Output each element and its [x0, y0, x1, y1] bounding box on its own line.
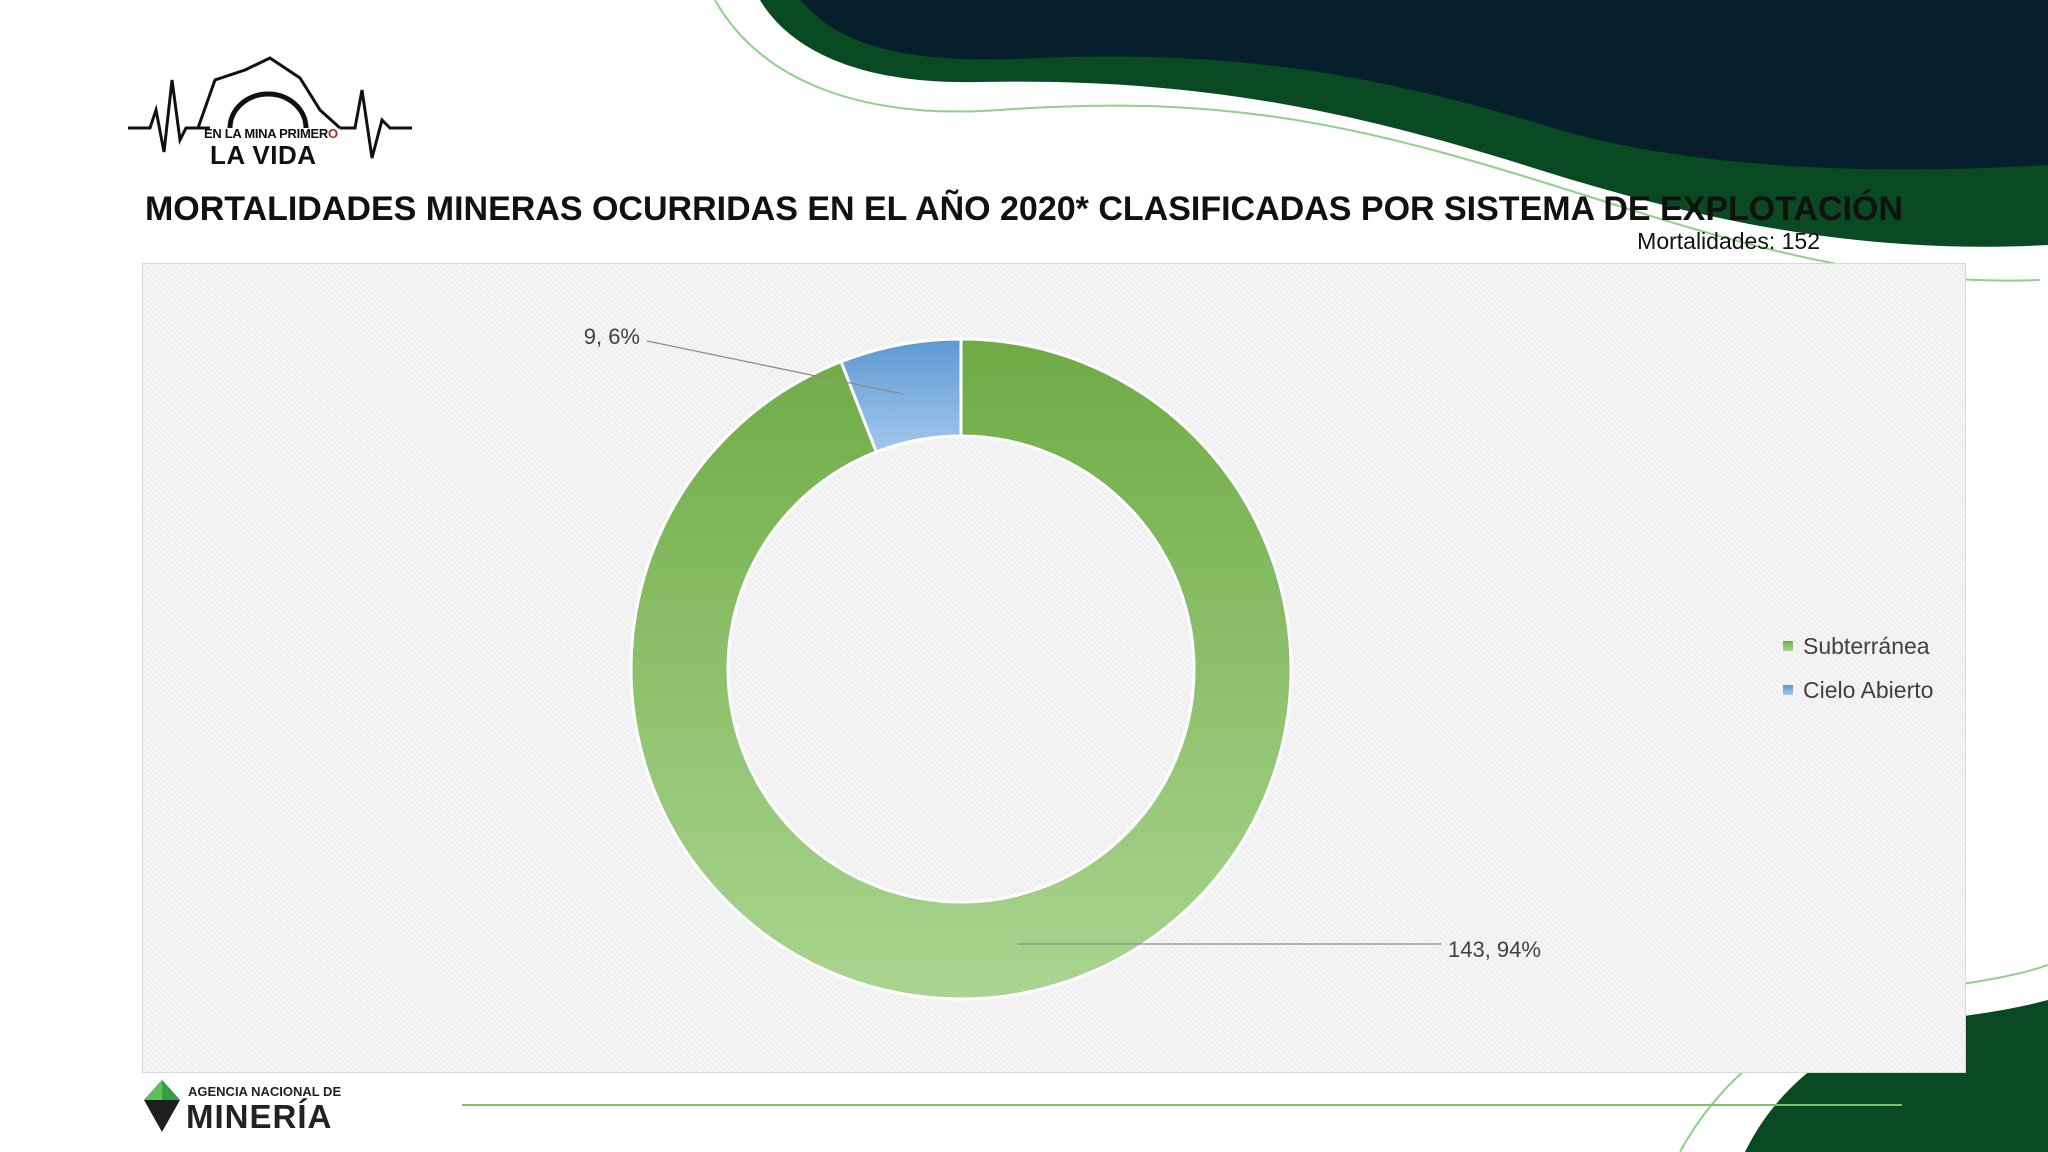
- navy-wave: [800, 0, 2048, 170]
- mine-heartbeat-icon: [128, 56, 412, 159]
- logo-top-name: LA VIDA: [210, 140, 317, 170]
- legend-swatch-subterranea: [1783, 641, 1793, 651]
- en-la-mina-logo: EN LA MINA PRIMERO LA VIDA: [120, 40, 420, 180]
- agencia-nacional-mineria-logo: AGENCIA NACIONAL DE MINERÍA: [142, 1078, 382, 1138]
- diamond-logo-icon: [144, 1080, 180, 1132]
- logo-bottom-line1: AGENCIA NACIONAL DE: [188, 1084, 342, 1099]
- legend-label-subterranea: Subterránea: [1803, 632, 1930, 659]
- total-mortalities-label: Mortalidades: 152: [1637, 228, 1820, 254]
- logo-top-tagline: EN LA MINA PRIMERO: [204, 126, 338, 141]
- chart-legend: Subterránea Cielo Abierto: [1783, 624, 1933, 712]
- legend-item-cielo-abierto: Cielo Abierto: [1783, 668, 1933, 712]
- data-label-subterranea: 143, 94%: [1448, 937, 1541, 962]
- legend-item-subterranea: Subterránea: [1783, 624, 1933, 668]
- page-title: MORTALIDADES MINERAS OCURRIDAS EN EL AÑO…: [144, 190, 1904, 228]
- legend-label-cielo-abierto: Cielo Abierto: [1803, 676, 1934, 703]
- logo-bottom-line2: MINERÍA: [186, 1098, 333, 1135]
- slice-subterranea: [629, 337, 1293, 1001]
- slice-cielo-abierto: [839, 337, 963, 454]
- footer-divider: [462, 1104, 1902, 1106]
- doughnut-chart-area: 143, 94% 9, 6% Subterránea Cielo Abierto: [142, 263, 1966, 1073]
- data-label-cielo-abierto: 9, 6%: [584, 324, 640, 349]
- data-label-cielo-abierto-leader-line: [646, 340, 904, 395]
- doughnut-chart-svg: 143, 94% 9, 6%: [584, 324, 1541, 1001]
- bottom-right-green-wave: [1745, 1000, 2048, 1152]
- legend-swatch-cielo-abierto: [1783, 685, 1793, 695]
